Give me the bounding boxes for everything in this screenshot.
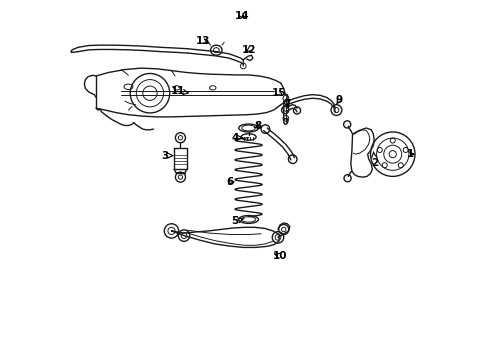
Text: 3: 3 xyxy=(162,150,173,161)
Text: 9: 9 xyxy=(335,95,343,105)
Text: 2: 2 xyxy=(371,152,378,168)
Text: 11: 11 xyxy=(171,86,188,96)
Text: 1: 1 xyxy=(406,149,414,159)
Text: 15: 15 xyxy=(272,88,286,98)
Text: 7: 7 xyxy=(284,99,291,109)
Text: 4: 4 xyxy=(231,133,242,143)
Text: 12: 12 xyxy=(242,45,256,55)
Text: 10: 10 xyxy=(273,251,288,261)
Text: 8: 8 xyxy=(254,121,261,131)
Text: 5: 5 xyxy=(231,216,244,226)
Text: 14: 14 xyxy=(235,11,249,21)
Text: 13: 13 xyxy=(196,36,210,46)
Text: 6: 6 xyxy=(226,177,234,187)
